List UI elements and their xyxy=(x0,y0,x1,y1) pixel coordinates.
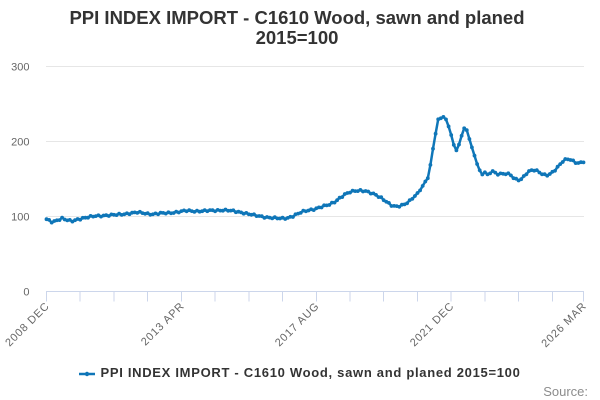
svg-text:2008 DEC: 2008 DEC xyxy=(3,300,52,349)
svg-text:300: 300 xyxy=(11,62,29,74)
svg-text:200: 200 xyxy=(11,137,29,149)
svg-text:2021 DEC: 2021 DEC xyxy=(408,300,457,349)
svg-text:2026 MAR: 2026 MAR xyxy=(539,300,589,350)
svg-text:2017 AUG: 2017 AUG xyxy=(273,300,322,349)
svg-text:2013 APR: 2013 APR xyxy=(139,300,187,348)
svg-text:100: 100 xyxy=(11,212,29,224)
svg-text:0: 0 xyxy=(23,287,29,299)
